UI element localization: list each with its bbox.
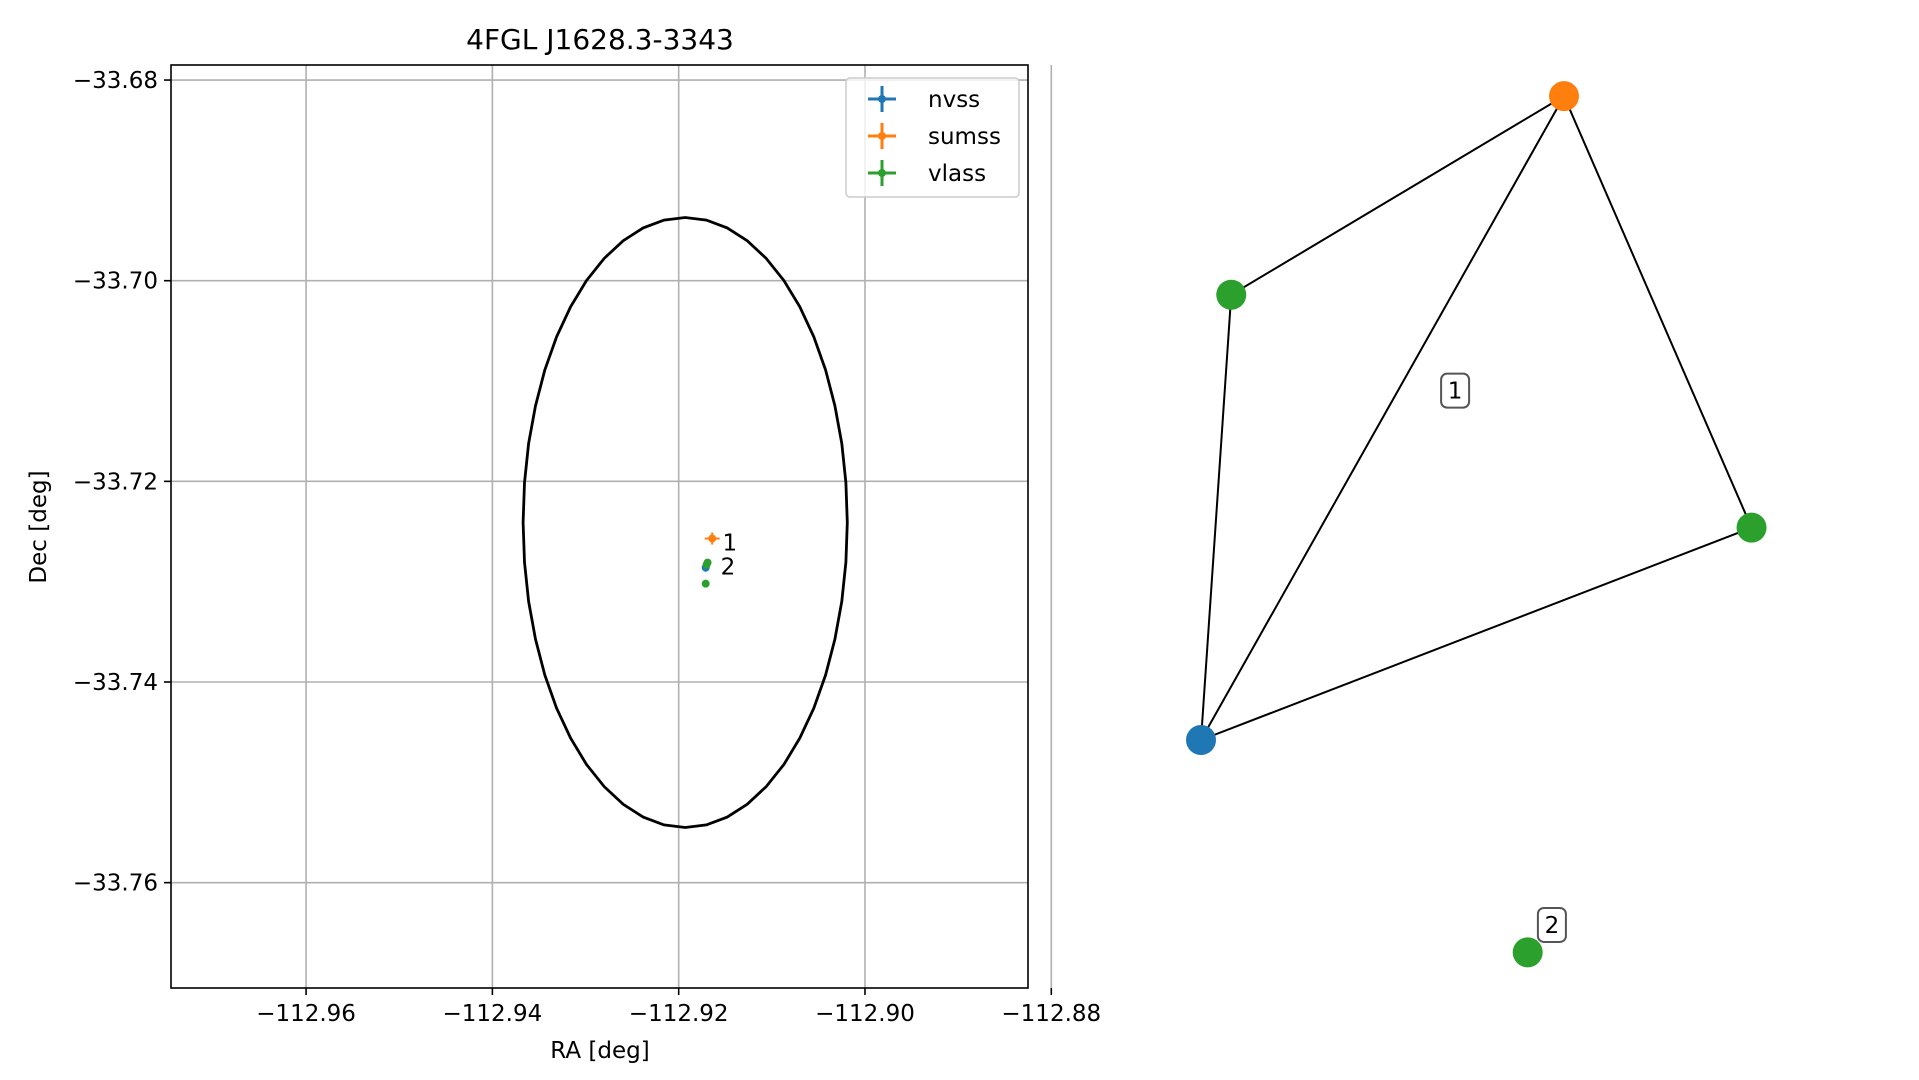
legend-vlass-marker [878,169,886,177]
legend-vlass-label: vlass [928,161,986,187]
x-tick-label: −112.96 [256,1001,356,1027]
group-label-box [1536,906,1567,943]
graph-edge [1200,95,1565,741]
graph-node-vlass_a [1216,279,1247,310]
graph-node-nvss [1186,725,1216,755]
y-tick-label: −33.70 [73,269,158,295]
legend-nvss-label: nvss [928,87,980,113]
group-label: 2 [1545,913,1560,939]
graph-node-vlass_b [1736,512,1767,543]
point-label: 1 [722,531,737,557]
legend-box [845,77,1020,198]
graph-edge [1200,294,1233,741]
graph-edge [1563,95,1753,529]
x-tick-label: −112.90 [815,1001,915,1027]
graph-node-vlass_c [1512,937,1543,968]
vlass-point [703,558,712,567]
sumss-point [708,534,717,543]
graph-node-sumss [1549,81,1579,112]
x-axis-label: RA [deg] [550,1038,649,1064]
legend-nvss-marker [878,95,886,103]
legend: nvss sumss vlass [845,77,1020,198]
chart-title: 4FGL J1628.3-3343 [466,23,734,56]
network-graph-panel: 12 [1186,81,1767,968]
point-label: 2 [721,555,736,581]
legend-sumss-label: sumss [928,124,1001,150]
uncertainty-ellipse [521,216,849,829]
x-tick-label: −112.88 [1001,1001,1101,1027]
plot-frame [170,64,1029,989]
y-tick-label: −33.76 [73,871,158,897]
y-tick-label: −33.68 [73,68,158,94]
axis-ticks: −112.96 −112.94 −112.92 −112.90 −112.88 −33.6… [73,68,1101,1027]
x-tick-label: −112.94 [443,1001,543,1027]
graph-edge [1200,526,1752,741]
y-axis-label: Dec [deg] [26,470,52,583]
group-label-box [1440,372,1471,409]
graph-edge [1230,95,1565,296]
group-label: 1 [1448,379,1463,405]
y-tick-label: −33.72 [73,469,158,495]
x-tick-label: −112.92 [629,1001,729,1027]
y-tick-label: −33.74 [73,670,158,696]
sky-map-panel: 4FGL J1628.3-3343 12 −112.96 −112.94 −112.… [26,23,1101,1064]
vlass-point [701,579,710,588]
grid-lines [171,65,1053,988]
data-layer: 12 [521,216,849,829]
legend-sumss-marker [878,132,886,140]
